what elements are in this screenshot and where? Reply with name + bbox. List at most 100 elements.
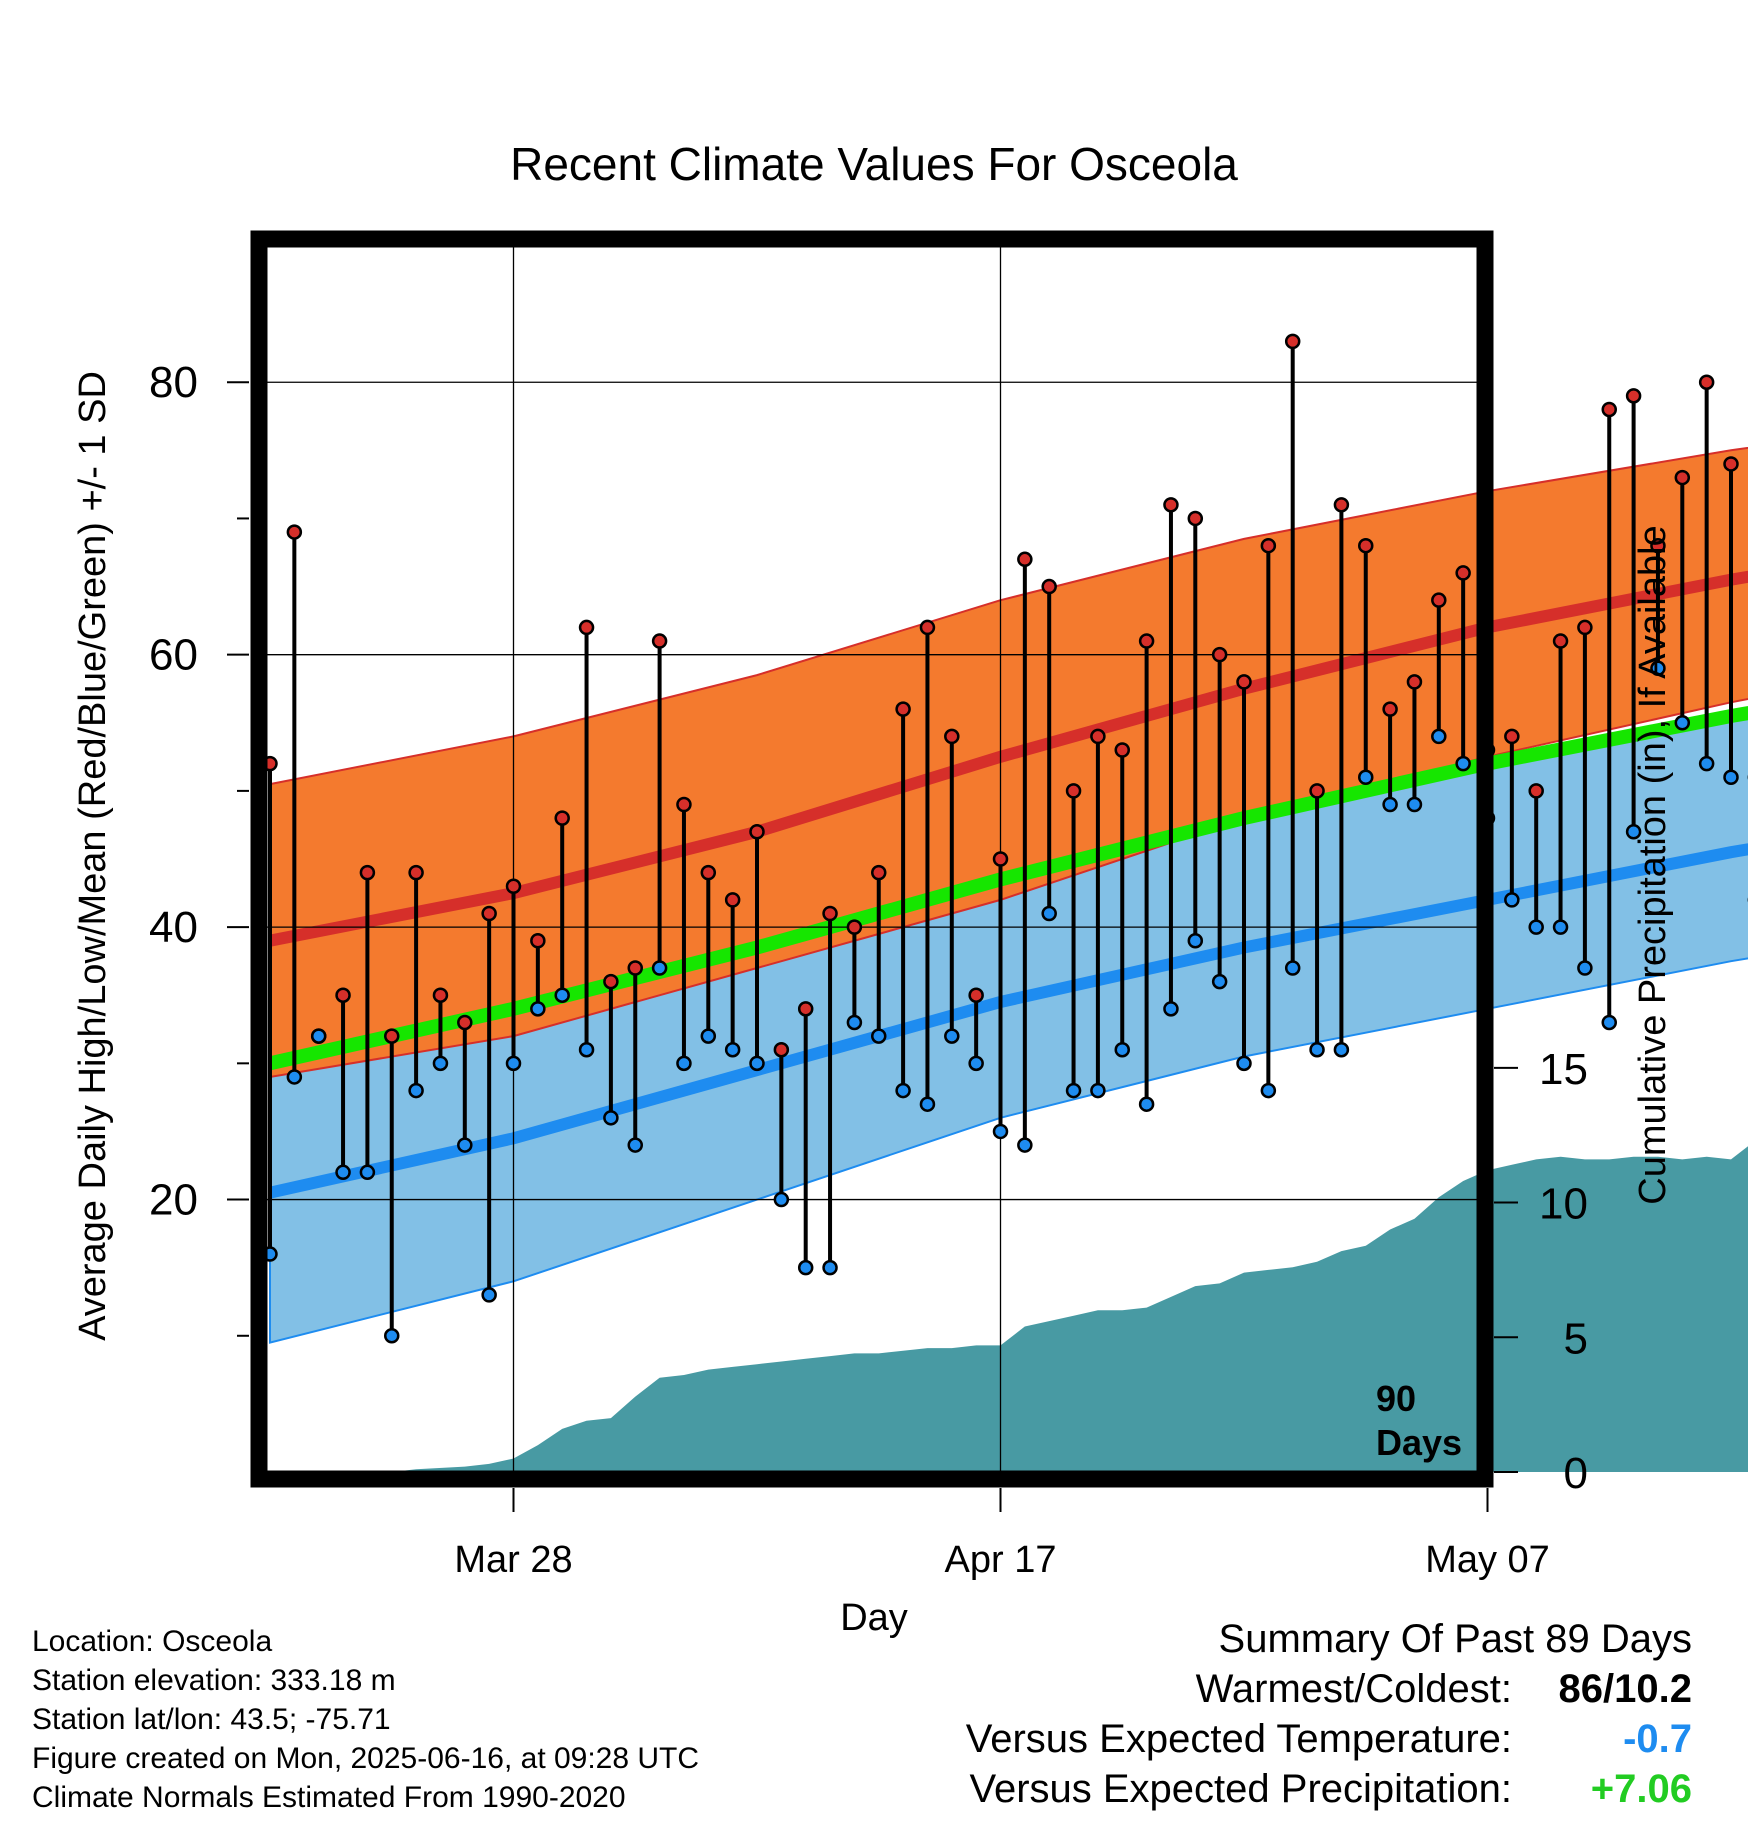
low-point (310, 1028, 327, 1044)
y-tick-label: 40 (149, 903, 198, 952)
today-days-label: Days (1376, 1422, 1462, 1463)
low-point (1065, 1082, 1082, 1099)
high-sd-band (269, 446, 1748, 1079)
day-observation (1065, 783, 1082, 1099)
high-point (481, 905, 497, 922)
day-observation (1163, 497, 1179, 1017)
day-observation (1431, 592, 1447, 745)
temp-departure-label: Versus Expected Temperature: (965, 1717, 1512, 1761)
high-point (1138, 633, 1155, 649)
day-observation (286, 524, 303, 1085)
day-observation (1625, 388, 1642, 840)
low-point (286, 1069, 303, 1085)
y2-axis-label: Cumulative Precipitation (in), If Availa… (1632, 525, 1674, 1204)
station-info: Location: Osceola Station elevation: 333… (32, 1622, 699, 1817)
low-point (1577, 960, 1593, 976)
high-point (968, 987, 984, 1003)
low-point (822, 1259, 838, 1276)
high-point (457, 1014, 473, 1031)
high-point (919, 619, 936, 636)
low-point (384, 1328, 400, 1344)
day-observation (1382, 701, 1398, 813)
low-point (1090, 1082, 1106, 1099)
plot-frame (250, 230, 1494, 1488)
day-observation (1260, 537, 1277, 1099)
day-observation (554, 810, 570, 1003)
low-point (773, 1191, 790, 1208)
day-observation (797, 1001, 814, 1276)
day-observation (1333, 497, 1350, 1058)
plot-frame-layer (250, 230, 1494, 1488)
day-observation (1236, 674, 1252, 1072)
high-point (846, 919, 863, 935)
high-point (1528, 783, 1544, 799)
low-point (359, 1164, 376, 1181)
precip-departure-label: Versus Expected Precipitation: (969, 1767, 1512, 1811)
day-observation (822, 905, 838, 1276)
day-observation (724, 892, 741, 1058)
low-point (1698, 755, 1715, 772)
low-point (944, 1028, 960, 1044)
high-point (871, 864, 887, 881)
low-point (1455, 755, 1471, 772)
high-point (1625, 388, 1642, 404)
y2-tick-label: 15 (1539, 1045, 1588, 1094)
high-point (1723, 456, 1739, 472)
x-tick-label: May 07 (1425, 1539, 1550, 1581)
low-point (578, 1041, 595, 1058)
high-point (1382, 701, 1398, 717)
day-observation (1650, 537, 1666, 677)
low-point (1333, 1041, 1350, 1058)
day-observation (1017, 551, 1033, 1153)
low-point (603, 1110, 619, 1126)
day-observation (408, 864, 424, 1099)
high-point (1358, 537, 1374, 554)
daily-observations-layer (262, 333, 1748, 1344)
high-point (505, 878, 522, 894)
high-point (944, 728, 960, 745)
day-observation (871, 864, 887, 1044)
day-observation (1309, 783, 1325, 1058)
high-point (603, 973, 619, 990)
y2-tick-label: 5 (1564, 1314, 1588, 1363)
low-point (432, 1055, 449, 1072)
low-point (530, 1001, 546, 1017)
day-observation (944, 728, 960, 1044)
warm-cold-value: 86/10.2 (1558, 1667, 1692, 1711)
day-observation (627, 960, 643, 1153)
high-point (1114, 742, 1130, 758)
high-point (1455, 565, 1471, 581)
low-point (1187, 932, 1204, 949)
low-point (627, 1137, 643, 1153)
day-observation (530, 932, 546, 1017)
high-point (359, 864, 376, 881)
low-point (676, 1055, 692, 1072)
low-point (1284, 960, 1301, 976)
low-point (700, 1028, 717, 1044)
high-point (724, 892, 741, 908)
y-axis-label: Average Daily High/Low/Mean (Red/Blue/Gr… (72, 371, 114, 1341)
high-point (895, 701, 911, 717)
low-point (408, 1082, 424, 1099)
day-observation (1723, 456, 1739, 786)
high-point (578, 619, 595, 636)
day-observation (651, 633, 668, 976)
low-point (1406, 796, 1423, 813)
high-point (1698, 374, 1715, 390)
high-point (1017, 551, 1033, 568)
high-point (1431, 592, 1447, 608)
high-point (384, 1028, 400, 1044)
low-point (1552, 919, 1569, 935)
high-point (1674, 469, 1691, 486)
y-tick-label: 80 (149, 358, 198, 407)
high-point (335, 987, 351, 1003)
high-point (627, 960, 643, 976)
high-point (286, 524, 303, 540)
high-point (554, 810, 570, 826)
high-point (1577, 619, 1593, 636)
high-point (1650, 537, 1666, 554)
warm-cold-label: Warmest/Coldest: (1195, 1667, 1512, 1711)
low-point (1260, 1082, 1277, 1099)
high-point (1260, 537, 1277, 554)
